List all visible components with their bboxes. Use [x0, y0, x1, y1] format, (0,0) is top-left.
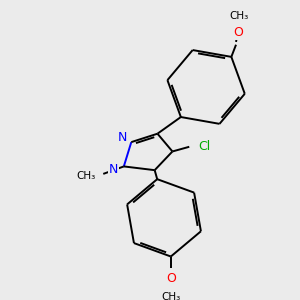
Text: N: N [117, 131, 127, 144]
Text: N: N [109, 163, 118, 176]
Text: Cl: Cl [199, 140, 211, 153]
Text: O: O [233, 26, 243, 39]
Text: CH₃: CH₃ [229, 11, 248, 21]
Text: CH₃: CH₃ [161, 292, 181, 300]
Text: CH₃: CH₃ [76, 171, 96, 181]
Text: O: O [166, 272, 176, 285]
